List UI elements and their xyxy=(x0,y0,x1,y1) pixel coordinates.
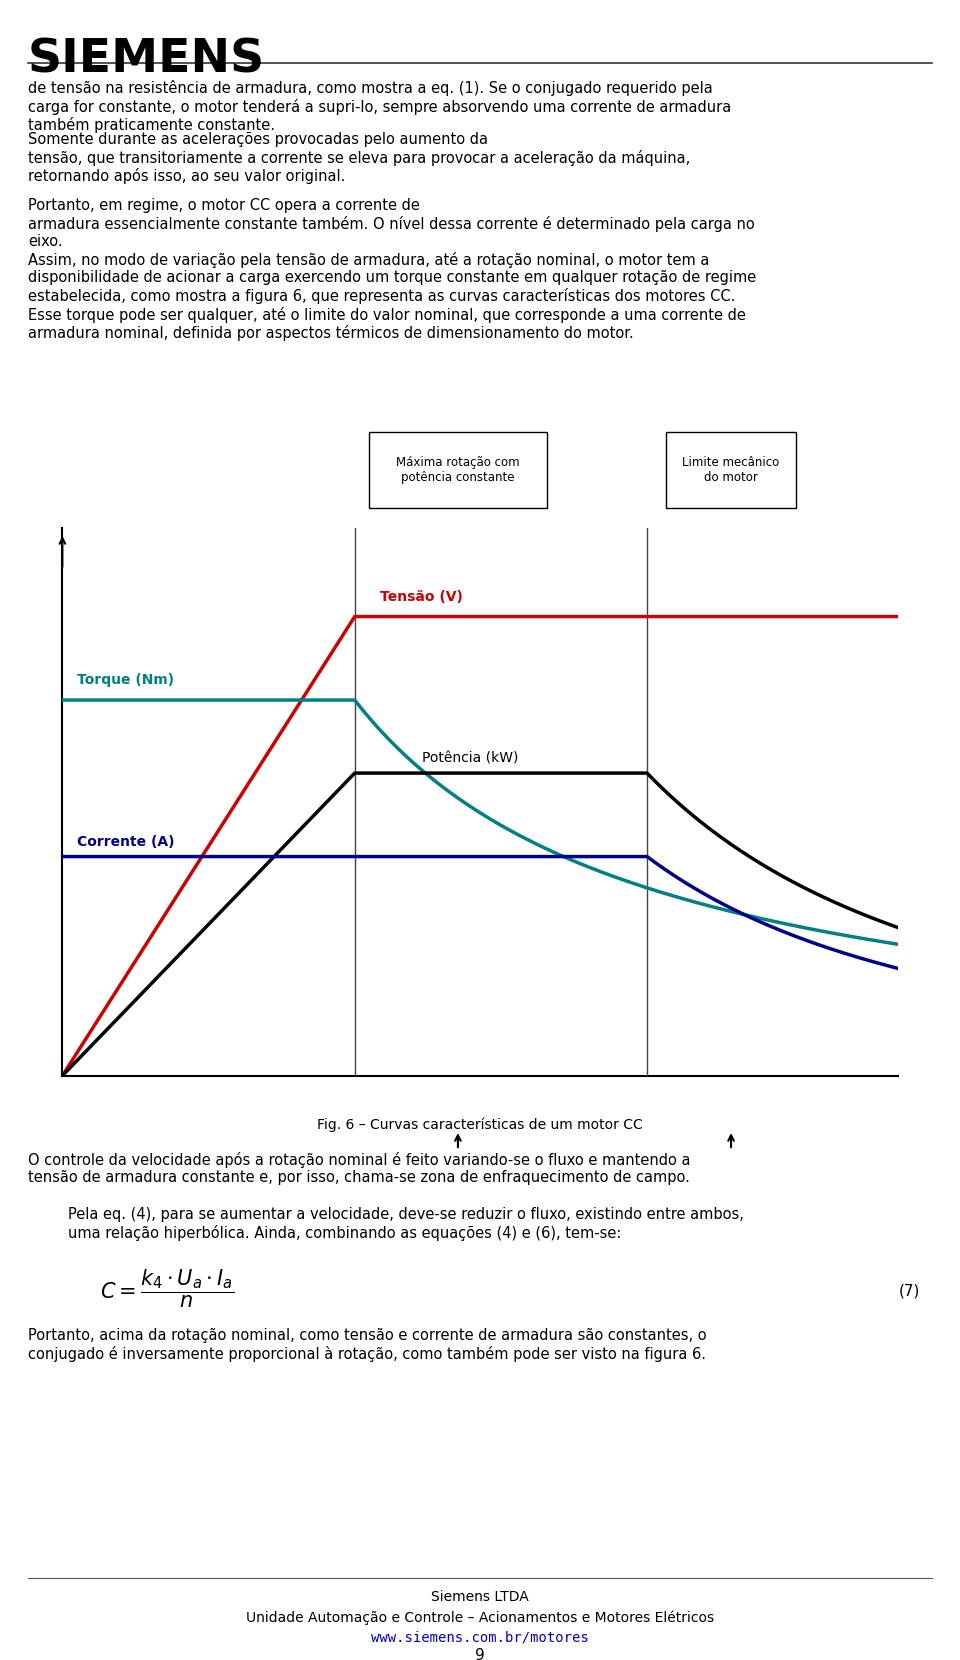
Text: O controle da velocidade após a rotação nominal é feito variando-se o fluxo e ma: O controle da velocidade após a rotação … xyxy=(28,1152,690,1185)
Text: Enfraquecimento de campo: Enfraquecimento de campo xyxy=(305,559,490,573)
Text: 9: 9 xyxy=(475,1648,485,1660)
Text: SIEMENS: SIEMENS xyxy=(28,38,265,83)
Text: Limite mecânico
do motor: Limite mecânico do motor xyxy=(683,457,780,483)
Text: Unidade Automação e Controle – Acionamentos e Motores Elétricos: Unidade Automação e Controle – Acionamen… xyxy=(246,1610,714,1625)
Text: Fig. 6 – Curvas características de um motor CC: Fig. 6 – Curvas características de um mo… xyxy=(317,1117,643,1132)
Text: Tensão (V): Tensão (V) xyxy=(380,589,463,604)
Text: Rotação: Rotação xyxy=(760,559,814,573)
Text: de tensão na resistência de armadura, como mostra a eq. (1). Se o conjugado requ: de tensão na resistência de armadura, co… xyxy=(28,80,732,133)
Text: Máxima rotação com
potência constante: Máxima rotação com potência constante xyxy=(396,457,519,483)
Text: Potência (kW): Potência (kW) xyxy=(421,752,517,765)
Text: Portanto, em regime, o motor CC opera a corrente de
armadura essencialmente cons: Portanto, em regime, o motor CC opera a … xyxy=(28,198,755,249)
Text: Assim, no modo de variação pela tensão de armadura, até a rotação nominal, o mot: Assim, no modo de variação pela tensão d… xyxy=(28,252,756,342)
Text: Torque (Nm): Torque (Nm) xyxy=(78,672,175,687)
Text: Siemens LTDA: Siemens LTDA xyxy=(431,1590,529,1604)
Text: Somente durante as acelerações provocadas pelo aumento da
tensão, que transitori: Somente durante as acelerações provocada… xyxy=(28,133,690,184)
Text: Corrente (A): Corrente (A) xyxy=(78,835,175,848)
Text: nₙ: nₙ xyxy=(348,540,362,553)
Text: Pela eq. (4), para se aumentar a velocidade, deve-se reduzir o fluxo, existindo : Pela eq. (4), para se aumentar a velocid… xyxy=(68,1207,744,1240)
Text: Controle pela armadura: Controle pela armadura xyxy=(75,559,233,573)
Text: Portanto, acima da rotação nominal, como tensão e corrente de armadura são const: Portanto, acima da rotação nominal, como… xyxy=(28,1328,707,1361)
Text: www.siemens.com.br/motores: www.siemens.com.br/motores xyxy=(372,1630,588,1643)
Text: $C = \dfrac{k_4 \cdot U_a \cdot I_a}{n}$: $C = \dfrac{k_4 \cdot U_a \cdot I_a}{n}$ xyxy=(100,1268,234,1310)
Text: (7): (7) xyxy=(899,1283,920,1298)
